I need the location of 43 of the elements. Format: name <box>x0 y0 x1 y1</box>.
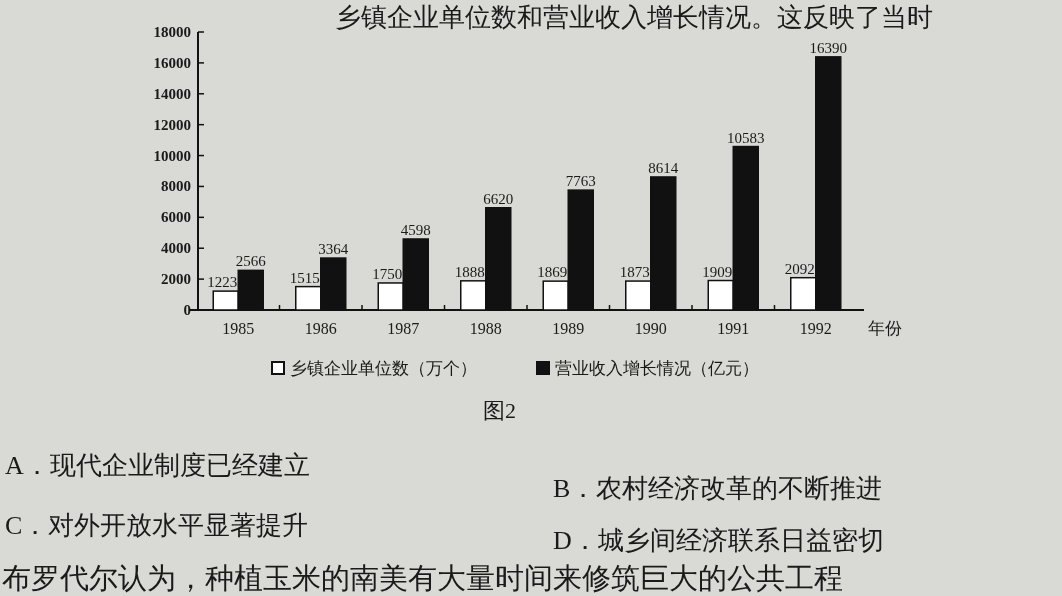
data-label: 6620 <box>483 190 514 207</box>
x-tick-label: 1986 <box>304 320 337 337</box>
legend-label: 乡镇企业单位数（万个） <box>290 359 477 378</box>
data-label: 1515 <box>289 269 320 286</box>
data-label: 3364 <box>318 241 349 258</box>
data-label: 10583 <box>727 129 765 146</box>
data-label: 8614 <box>648 159 679 176</box>
x-tick-label: 1989 <box>552 320 585 337</box>
data-label: 16390 <box>809 39 847 56</box>
data-label: 1873 <box>619 264 650 281</box>
x-tick-label: 1988 <box>469 320 502 337</box>
data-label: 1223 <box>207 274 238 291</box>
data-label: 2092 <box>784 260 815 277</box>
x-tick-label: 1992 <box>799 320 832 337</box>
caption: 图2 <box>483 398 516 423</box>
x-tick-label: 1990 <box>634 320 667 337</box>
y-tick-label: 8000 <box>161 178 191 195</box>
data-label: 7763 <box>565 173 596 190</box>
x-tick-label: 1991 <box>717 320 750 337</box>
data-label: 1888 <box>454 263 485 280</box>
x-tick-label: 1985 <box>222 320 255 337</box>
y-tick-label: 14000 <box>153 85 191 102</box>
x-axis-title: 年份 <box>868 319 902 338</box>
y-tick-label: 6000 <box>161 209 191 226</box>
data-label: 1869 <box>537 264 568 281</box>
data-label: 4598 <box>400 221 431 238</box>
text: 布罗代尔认为，种植玉米的南美有大量时间来修筑巨大的公共工程 <box>2 562 843 594</box>
y-tick-label: 16000 <box>153 54 191 71</box>
data-label: 2566 <box>235 253 267 270</box>
text: 乡镇企业单位数和营业收入增长情况。这反映了当时 <box>335 3 933 32</box>
y-tick-label: 2000 <box>161 271 191 288</box>
y-tick-label: 12000 <box>153 116 191 133</box>
text: C．对外开放水平显著提升 <box>5 511 309 540</box>
text: A．现代企业制度已经建立 <box>5 451 310 480</box>
y-tick-label: 18000 <box>153 24 191 40</box>
y-tick-label: 4000 <box>161 240 191 257</box>
x-tick-label: 1987 <box>387 320 420 337</box>
legend-label: 营业收入增长情况（亿元） <box>555 359 759 378</box>
data-label: 1750 <box>372 265 403 282</box>
text: B．农村经济改革的不断推进 <box>553 474 883 503</box>
text: D．城乡间经济联系日益密切 <box>553 526 884 555</box>
y-tick-label: 10000 <box>153 147 191 164</box>
data-label: 1909 <box>702 263 733 280</box>
